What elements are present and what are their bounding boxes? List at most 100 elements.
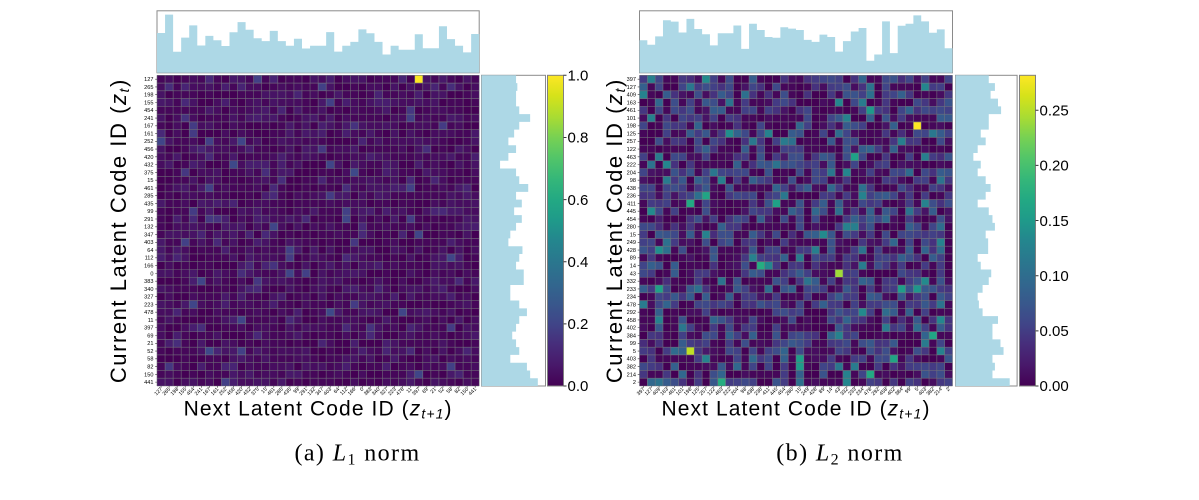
svg-text:461: 461 <box>266 387 276 397</box>
svg-text:0.15: 0.15 <box>1040 213 1069 230</box>
svg-text:397: 397 <box>627 77 636 83</box>
svg-text:166: 166 <box>347 387 357 397</box>
svg-text:11: 11 <box>148 318 154 324</box>
svg-text:432: 432 <box>144 163 153 169</box>
svg-text:257: 257 <box>699 387 709 397</box>
svg-text:167: 167 <box>144 124 153 130</box>
svg-text:397: 397 <box>411 387 421 397</box>
svg-text:2: 2 <box>633 380 636 386</box>
svg-text:236: 236 <box>753 387 763 397</box>
svg-text:14: 14 <box>826 387 834 395</box>
svg-text:435: 435 <box>144 201 153 207</box>
svg-text:441: 441 <box>468 387 478 397</box>
svg-text:236: 236 <box>627 194 636 200</box>
svg-text:241: 241 <box>194 387 204 397</box>
svg-text:43: 43 <box>630 271 636 277</box>
svg-text:127: 127 <box>154 387 164 397</box>
svg-text:Current Latent Code ID (zt): Current Latent Code ID (zt) <box>602 78 628 383</box>
svg-text:Current Latent Code ID (zt): Current Latent Code ID (zt) <box>106 78 132 383</box>
svg-text:222: 222 <box>722 387 732 397</box>
svg-text:15: 15 <box>147 178 153 184</box>
svg-text:163: 163 <box>627 100 636 106</box>
svg-text:0.00: 0.00 <box>1040 378 1069 395</box>
svg-text:161: 161 <box>144 131 153 137</box>
svg-text:411: 411 <box>627 201 636 207</box>
svg-text:292: 292 <box>627 310 636 316</box>
svg-text:241: 241 <box>144 116 153 122</box>
svg-text:456: 456 <box>226 387 236 397</box>
svg-text:122: 122 <box>706 387 716 397</box>
svg-text:69: 69 <box>147 333 153 339</box>
svg-text:82: 82 <box>454 387 462 395</box>
svg-text:265: 265 <box>162 387 172 397</box>
svg-text:458: 458 <box>627 318 636 324</box>
svg-text:0.4: 0.4 <box>568 254 589 271</box>
svg-text:403: 403 <box>323 387 333 397</box>
svg-text:332: 332 <box>839 387 849 397</box>
svg-text:397: 397 <box>636 387 646 397</box>
svg-text:58: 58 <box>446 387 454 395</box>
svg-text:0.20: 0.20 <box>1040 158 1069 175</box>
svg-text:(b) L2 norm: (b) L2 norm <box>776 441 903 469</box>
svg-text:214: 214 <box>933 387 943 397</box>
svg-text:52: 52 <box>147 349 153 355</box>
svg-text:249: 249 <box>800 387 810 397</box>
svg-text:99: 99 <box>293 387 301 395</box>
svg-text:340: 340 <box>371 387 381 397</box>
svg-text:0.0: 0.0 <box>568 378 589 395</box>
svg-text:132: 132 <box>307 387 317 397</box>
svg-text:478: 478 <box>144 310 153 316</box>
svg-text:99: 99 <box>147 209 153 215</box>
svg-text:458: 458 <box>879 387 889 397</box>
svg-text:397: 397 <box>144 326 153 332</box>
svg-text:223: 223 <box>387 387 397 397</box>
svg-text:420: 420 <box>234 387 244 397</box>
svg-text:461: 461 <box>627 108 636 114</box>
svg-text:Next Latent Code ID (zt+1): Next Latent Code ID (zt+1) <box>184 398 453 422</box>
svg-text:382: 382 <box>627 364 636 370</box>
svg-text:340: 340 <box>144 287 153 293</box>
svg-text:435: 435 <box>282 387 292 397</box>
svg-text:409: 409 <box>627 93 636 99</box>
svg-text:5: 5 <box>633 349 636 355</box>
svg-text:15: 15 <box>630 232 636 238</box>
svg-text:127: 127 <box>644 387 654 397</box>
svg-text:461: 461 <box>667 387 677 397</box>
svg-text:21: 21 <box>147 341 153 347</box>
svg-text:155: 155 <box>178 387 188 397</box>
svg-text:89: 89 <box>630 256 636 262</box>
svg-text:233: 233 <box>847 387 857 397</box>
svg-text:454: 454 <box>777 387 787 397</box>
svg-text:150: 150 <box>144 372 153 378</box>
svg-text:198: 198 <box>683 387 693 397</box>
svg-text:291: 291 <box>144 217 153 223</box>
svg-text:127: 127 <box>627 85 636 91</box>
svg-text:411: 411 <box>761 387 771 397</box>
svg-text:161: 161 <box>210 387 220 397</box>
svg-text:347: 347 <box>144 232 153 238</box>
svg-text:0.05: 0.05 <box>1040 323 1069 340</box>
svg-text:402: 402 <box>627 326 636 332</box>
svg-text:98: 98 <box>740 387 748 395</box>
svg-text:234: 234 <box>627 295 636 301</box>
svg-text:327: 327 <box>379 387 389 397</box>
svg-text:101: 101 <box>675 387 685 397</box>
svg-text:198: 198 <box>170 387 180 397</box>
svg-text:112: 112 <box>339 387 349 397</box>
svg-text:432: 432 <box>242 387 252 397</box>
svg-text:5: 5 <box>914 387 920 393</box>
svg-text:438: 438 <box>627 186 636 192</box>
svg-text:445: 445 <box>769 387 779 397</box>
svg-text:52: 52 <box>438 387 446 395</box>
svg-text:280: 280 <box>627 225 636 231</box>
svg-text:332: 332 <box>627 279 636 285</box>
svg-text:43: 43 <box>834 387 842 395</box>
svg-text:89: 89 <box>818 387 826 395</box>
svg-text:454: 454 <box>186 387 196 397</box>
svg-text:441: 441 <box>144 380 153 386</box>
svg-text:112: 112 <box>145 256 154 262</box>
svg-text:223: 223 <box>144 302 153 308</box>
svg-text:291: 291 <box>299 387 309 397</box>
svg-text:0: 0 <box>150 271 153 277</box>
svg-text:403: 403 <box>144 240 153 246</box>
